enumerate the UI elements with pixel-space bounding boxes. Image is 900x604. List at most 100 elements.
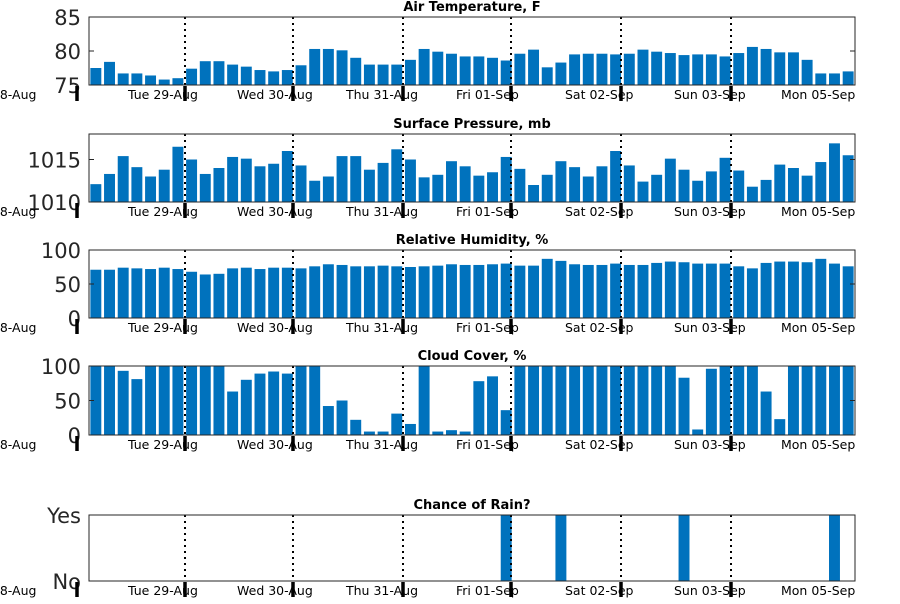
bar-6 — [158, 267, 170, 318]
bar-50 — [760, 262, 772, 318]
bar-31 — [500, 515, 512, 581]
bar-41 — [637, 264, 649, 318]
day-label: Fri 01-Sep — [456, 204, 519, 219]
bar-7 — [172, 78, 184, 85]
bar-20 — [350, 156, 362, 202]
bar-49 — [746, 268, 758, 318]
bar-14 — [268, 71, 280, 85]
bar-37 — [582, 176, 594, 202]
bar-51 — [774, 164, 786, 202]
bar-52 — [787, 366, 799, 435]
bar-55 — [829, 73, 840, 85]
bar-46 — [705, 54, 717, 85]
bar-55 — [829, 143, 840, 202]
bar-5 — [145, 366, 157, 435]
bar-1 — [90, 68, 102, 85]
bar-22 — [377, 162, 389, 202]
bar-56 — [842, 71, 854, 85]
bar-26 — [432, 265, 444, 318]
bar-5 — [145, 176, 157, 202]
day-label: n 28-Aug — [0, 204, 36, 219]
bar-26 — [432, 431, 444, 435]
bar-51 — [774, 261, 786, 318]
bar-22 — [377, 431, 389, 435]
bar-35 — [555, 260, 567, 318]
day-label: n 28-Aug — [0, 87, 36, 102]
bar-50 — [760, 48, 772, 85]
bar-11 — [227, 391, 239, 435]
day-label: Tue 29-Aug — [127, 204, 198, 219]
bar-36 — [569, 264, 581, 318]
bar-38 — [596, 166, 608, 202]
bar-27 — [446, 161, 457, 202]
day-label: Sat 02-Sep — [565, 583, 634, 598]
bar-43 — [664, 158, 676, 202]
bar-47 — [719, 56, 731, 85]
bar-40 — [623, 366, 635, 435]
bar-8 — [186, 366, 198, 435]
bar-28 — [459, 264, 471, 318]
bar-23 — [391, 149, 403, 202]
bar-31 — [500, 60, 512, 85]
day-label: Thu 31-Aug — [345, 583, 418, 598]
day-label: Fri 01-Sep — [456, 583, 519, 598]
ytick-label: 80 — [54, 40, 81, 64]
bar-4 — [131, 379, 143, 435]
bar-7 — [172, 146, 184, 202]
bar-25 — [418, 366, 430, 435]
bar-47 — [719, 157, 731, 202]
bar-45 — [692, 54, 704, 85]
axes-box — [88, 514, 856, 582]
bar-55 — [829, 366, 840, 435]
bar-43 — [664, 53, 676, 85]
bar-20 — [350, 419, 362, 435]
bar-51 — [774, 419, 786, 435]
bar-42 — [651, 174, 663, 202]
bar-24 — [404, 159, 416, 202]
bar-55 — [829, 263, 840, 318]
bar-28 — [459, 56, 471, 85]
bar-21 — [363, 64, 375, 85]
bar-16 — [295, 366, 307, 435]
bar-36 — [569, 54, 581, 85]
day-label: Fri 01-Sep — [456, 320, 519, 335]
bar-17 — [309, 366, 321, 435]
bar-13 — [254, 70, 266, 85]
bar-18 — [322, 176, 334, 202]
bar-10 — [213, 61, 225, 85]
day-label: Sun 03-Sep — [674, 583, 746, 598]
bar-29 — [473, 56, 485, 85]
bar-45 — [692, 263, 704, 318]
bar-17 — [309, 266, 321, 318]
bar-1 — [90, 269, 102, 318]
day-label: Mon 05-Sep — [781, 583, 855, 598]
bar-33 — [528, 49, 540, 85]
bar-35 — [555, 62, 567, 85]
bar-31 — [500, 410, 512, 435]
day-label: Mon 05-Sep — [781, 204, 855, 219]
bar-4 — [131, 167, 143, 202]
bar-14 — [268, 371, 280, 435]
day-label: Sat 02-Sep — [565, 320, 634, 335]
bar-54 — [815, 258, 827, 318]
panel-title: Chance of Rain? — [413, 498, 530, 513]
bar-17 — [309, 48, 321, 85]
day-label: Wed 30-Aug — [237, 437, 313, 452]
bar-15 — [281, 267, 293, 318]
bar-25 — [418, 177, 430, 202]
bar-1 — [90, 366, 102, 435]
bar-11 — [227, 64, 239, 85]
bar-20 — [350, 57, 362, 85]
bar-30 — [487, 172, 498, 202]
bar-10 — [213, 168, 225, 202]
panel-4: 0 50 100 Cloud Cover, % n 28-Aug Tue 29-Aug We… — [0, 349, 856, 452]
bar-55 — [829, 515, 840, 581]
bar-35 — [555, 366, 567, 435]
bar-19 — [336, 50, 348, 85]
bar-25 — [418, 48, 430, 85]
bar-52 — [787, 52, 799, 85]
day-label: Wed 30-Aug — [237, 87, 313, 102]
